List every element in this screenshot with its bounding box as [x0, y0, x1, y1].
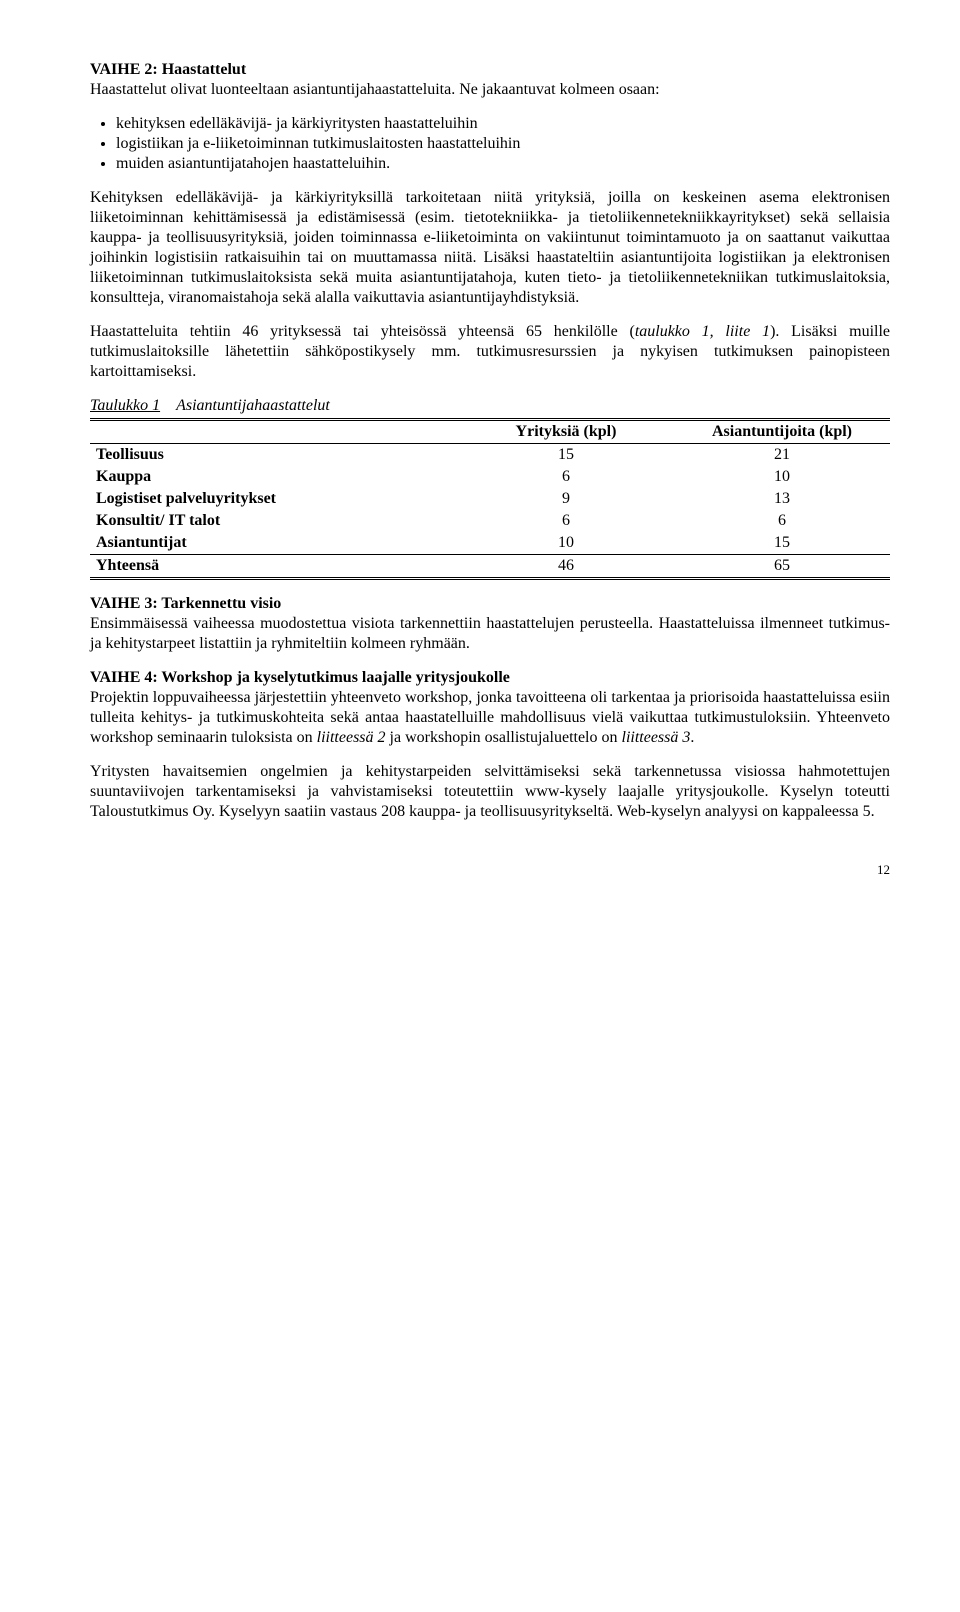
cell: 10: [458, 532, 674, 555]
cell: 10: [674, 466, 890, 488]
table-caption: Taulukko 1 Asiantuntijahaastattelut: [90, 396, 890, 416]
vaihe3-para: Ensimmäisessä vaiheessa muodostettua vis…: [90, 614, 890, 654]
vaihe3-heading: VAIHE 3: Tarkennettu visio: [90, 594, 890, 614]
row-label: Konsultit/ IT talot: [90, 510, 458, 532]
para-text: ja workshopin osallistujaluettelo on: [386, 729, 622, 746]
row-label: Kauppa: [90, 466, 458, 488]
vaihe2-intro: Haastattelut olivat luonteeltaan asiantu…: [90, 80, 890, 100]
cell: 6: [458, 510, 674, 532]
asiantuntija-table: Yrityksiä (kpl) Asiantuntijoita (kpl) Te…: [90, 418, 890, 580]
vaihe4-heading: VAIHE 4: Workshop ja kyselytutkimus laaj…: [90, 668, 890, 688]
cell: 15: [674, 532, 890, 555]
col-header: Yrityksiä (kpl): [458, 420, 674, 444]
table-row: Logistiset palveluyritykset 9 13: [90, 488, 890, 510]
row-label: Asiantuntijat: [90, 532, 458, 555]
vaihe2-bullet-list: kehityksen edelläkävijä- ja kärkiyrityst…: [90, 114, 890, 174]
page-number: 12: [90, 862, 890, 878]
col-header: [90, 420, 458, 444]
cell: 15: [458, 444, 674, 467]
cell: 13: [674, 488, 890, 510]
cell: 6: [458, 466, 674, 488]
list-item: kehityksen edelläkävijä- ja kärkiyrityst…: [116, 114, 890, 134]
row-label: Logistiset palveluyritykset: [90, 488, 458, 510]
vaihe2-para3: Haastatteluita tehtiin 46 yrityksessä ta…: [90, 322, 890, 382]
list-item: logistiikan ja e-liiketoiminnan tutkimus…: [116, 134, 890, 154]
table-row: Konsultit/ IT talot 6 6: [90, 510, 890, 532]
row-label: Yhteensä: [90, 555, 458, 579]
cell: 6: [674, 510, 890, 532]
cell: 65: [674, 555, 890, 579]
list-item: muiden asiantuntijatahojen haastatteluih…: [116, 154, 890, 174]
cell: 9: [458, 488, 674, 510]
vaihe4-para1: Projektin loppuvaiheessa järjestettiin y…: [90, 688, 890, 748]
col-header: Asiantuntijoita (kpl): [674, 420, 890, 444]
para-text: .: [690, 729, 694, 746]
reference-text: liitteessä 3: [622, 729, 691, 746]
table-row-total: Yhteensä 46 65: [90, 555, 890, 579]
table-row: Kauppa 6 10: [90, 466, 890, 488]
cell: 46: [458, 555, 674, 579]
vaihe2-para2: Kehityksen edelläkävijä- ja kärkiyrityks…: [90, 188, 890, 308]
reference-text: taulukko 1, liite 1: [635, 323, 770, 340]
table-number: Taulukko 1: [90, 397, 160, 414]
table-row: Teollisuus 15 21: [90, 444, 890, 467]
para-text: Haastatteluita tehtiin 46 yrityksessä ta…: [90, 323, 635, 340]
vaihe2-heading: VAIHE 2: Haastattelut: [90, 60, 890, 80]
row-label: Teollisuus: [90, 444, 458, 467]
reference-text: liitteessä 2: [317, 729, 386, 746]
cell: 21: [674, 444, 890, 467]
table-row: Asiantuntijat 10 15: [90, 532, 890, 555]
table-title: Asiantuntijahaastattelut: [176, 397, 330, 414]
vaihe4-para2: Yritysten havaitsemien ongelmien ja kehi…: [90, 762, 890, 822]
